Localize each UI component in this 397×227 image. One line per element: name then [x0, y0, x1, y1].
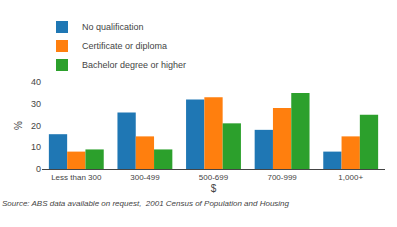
svg-text:No qualification: No qualification	[82, 22, 144, 32]
svg-text:700-999: 700-999	[267, 173, 297, 182]
svg-text:Source: ABS data available on: Source: ABS data available on request, 2…	[2, 199, 290, 208]
svg-text:%: %	[13, 121, 24, 130]
svg-text:300-499: 300-499	[130, 173, 160, 182]
svg-text:500-699: 500-699	[199, 173, 229, 182]
svg-text:Less than 300: Less than 300	[51, 173, 102, 182]
svg-text:1,000+: 1,000+	[338, 173, 363, 182]
svg-text:Bachelor degree or higher: Bachelor degree or higher	[82, 60, 186, 70]
svg-text:0: 0	[36, 164, 41, 174]
svg-text:20: 20	[31, 121, 41, 131]
svg-text:40: 40	[31, 77, 41, 87]
svg-text:Certificate or diploma: Certificate or diploma	[82, 41, 167, 51]
svg-text:30: 30	[31, 99, 41, 109]
svg-text:$: $	[211, 183, 217, 194]
svg-text:10: 10	[31, 142, 41, 152]
